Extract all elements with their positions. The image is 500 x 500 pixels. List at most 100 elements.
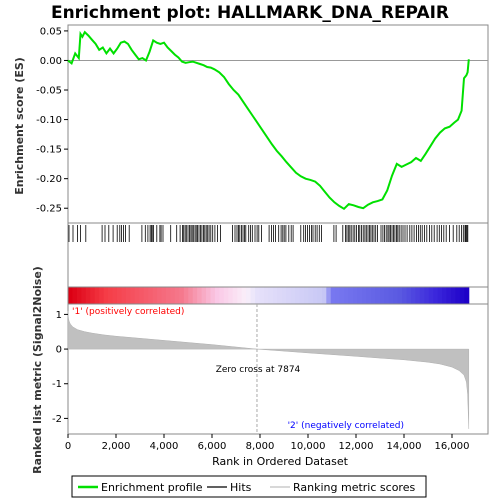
metric-y-tick-label: -1 [52,379,62,390]
chart-title: Enrichment plot: HALLMARK_DNA_REPAIR [51,3,449,23]
color-bar-segment [206,287,211,304]
color-bar-segment [304,287,309,304]
color-bar-segment [188,287,194,304]
color-bar-segment [143,287,149,304]
zero-cross-label: Zero cross at 7874 [216,365,301,375]
color-bar-segment [76,287,82,304]
color-bar-segment [375,287,381,304]
x-tick-label: 0 [65,441,71,452]
color-bar-segment [295,287,301,304]
color-bar-segment [165,287,171,304]
color-bar-segment [326,287,332,304]
color-bar-segment [94,287,100,304]
color-bar-segment [170,287,176,304]
color-bar-segment [406,287,412,304]
color-bar-segment [419,287,425,304]
hits-panel [67,222,489,288]
color-bar-segment [348,287,354,304]
color-bar-segment [183,287,189,304]
color-bar-segment [237,287,243,304]
color-bar-segment [317,287,323,304]
color-bar-segment [179,287,185,304]
positive-correlation-label: '1' (positively correlated) [72,307,184,317]
es-plot-frame [67,24,489,224]
color-bar-segment [250,287,256,304]
x-tick-label: 10,000 [291,441,326,452]
legend: Enrichment profile Hits Ranking metric s… [71,475,427,498]
color-bar-segment [268,287,274,304]
color-bar-segment [379,287,385,304]
color-bar-segment [255,287,260,304]
metric-panel: 1 0 -1 -2 '1' (positively correlated) Zero … [31,266,489,474]
color-bar-segment [272,287,278,304]
color-bar-segment [112,287,118,304]
metric-y-axis: 1 0 -1 -2 [52,310,68,425]
color-bar-segment [339,287,345,304]
metric-y-tick-label: 1 [56,310,62,321]
metric-y-axis-label: Ranked list metric (Signal2Noise) [31,266,44,474]
es-y-tick-label: -0.05 [36,86,62,97]
color-bar-segment [321,287,327,304]
color-bar-segment [85,287,91,304]
color-bar-segment [353,287,358,304]
color-bar-segment [450,287,456,304]
color-bar-segment [464,287,470,304]
color-bar-segment [290,287,296,304]
x-tick-label: 6,000 [198,441,227,452]
color-bar-segment [446,287,452,304]
color-bar-segment [228,287,234,304]
x-tick-label: 14,000 [387,441,422,452]
color-bar-segment [108,287,114,304]
color-bar-segment [384,287,390,304]
x-tick-label: 12,000 [339,441,374,452]
color-bar-segment [308,287,314,304]
color-bar-segment [161,287,167,304]
color-bar-segment [116,287,122,304]
color-bar-segment [361,287,367,304]
color-bar-segment [442,287,448,304]
color-bar-segment [219,287,225,304]
es-y-axis: 0.05 0.00 -0.05 -0.10 -0.15 -0.20 -0.25 [36,26,68,215]
color-bar-segment [99,287,105,304]
color-bar-segment [455,287,461,304]
color-bar-segment [388,287,394,304]
ranking-color-bar [68,287,470,304]
x-tick-label: 2,000 [102,441,131,452]
color-bar-segment [197,287,203,304]
color-bar-segment [366,287,372,304]
color-bar-segment [68,287,73,304]
color-bar-segment [81,287,87,304]
color-bar-segment [357,287,363,304]
color-bar-segment [335,287,341,304]
color-bar-segment [103,287,109,304]
x-axis: 0 2,000 4,000 6,000 8,000 10,000 12,000 14,000 1… [65,434,470,452]
color-bar-segment [259,287,265,304]
color-bar-segment [139,287,145,304]
color-bar-segment [214,287,220,304]
hit-lines [68,225,469,242]
color-bar-segment [312,287,318,304]
es-y-axis-label: Enrichment score (ES) [13,57,26,195]
negative-correlation-label: '2' (negatively correlated) [288,421,404,431]
color-bar-segment [437,287,443,304]
color-bar-segment [174,287,180,304]
color-bar-segment [130,287,136,304]
color-bar-segment [330,287,336,304]
metric-y-tick-label: -2 [52,414,62,425]
legend-frame [71,475,427,498]
color-bar-segment [125,287,131,304]
es-y-tick-label: 0.00 [40,56,62,67]
color-bar-segment [344,287,350,304]
color-bar-segment [299,287,305,304]
color-bar-segment [263,287,269,304]
color-bar-segment [424,287,430,304]
color-bar-segment [201,287,207,304]
color-bar-segment [192,287,198,304]
color-bar-segment [241,287,247,304]
color-bar-segment [223,287,229,304]
color-bar-segment [72,287,78,304]
x-tick-label: 8,000 [246,441,275,452]
metric-plot-frame [67,303,489,435]
es-y-tick-label: 0.05 [40,26,62,37]
color-bar-segment [402,287,407,304]
